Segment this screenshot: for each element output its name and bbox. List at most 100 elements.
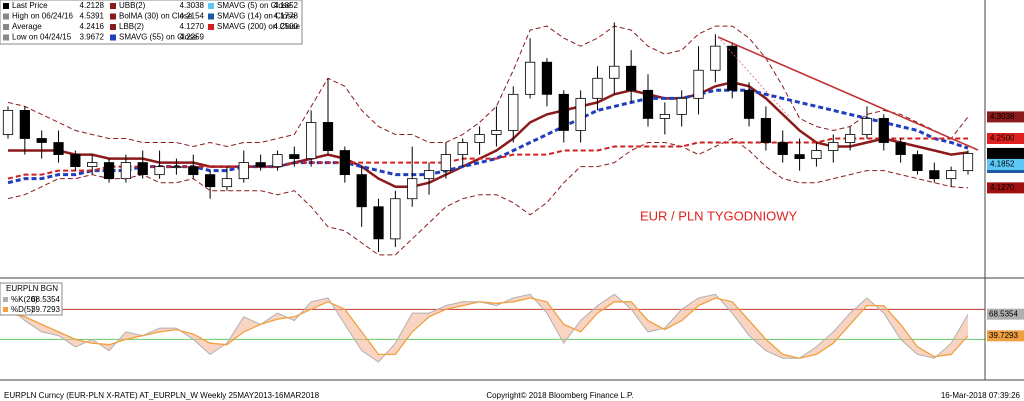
legend-name: LBB(2) xyxy=(119,22,144,31)
candle-body xyxy=(204,174,216,188)
legend-name: UBB(2) xyxy=(119,1,146,10)
price-flag-label: 4.2500 xyxy=(990,134,1015,143)
legend-name: BolMA (30) on Close xyxy=(119,12,193,21)
osc-title: EURPLN BGN xyxy=(6,284,58,293)
candle-body xyxy=(861,118,873,135)
legend-name: Average xyxy=(12,22,42,31)
candle-body xyxy=(794,154,805,159)
candle-body xyxy=(693,69,704,99)
legend-value: 4.2416 xyxy=(80,22,105,31)
legend-value: 4.1270 xyxy=(180,22,205,31)
osc-flag xyxy=(987,330,1024,342)
candle-body xyxy=(103,162,115,180)
legend-box xyxy=(0,0,303,45)
candle-body xyxy=(255,162,266,168)
candle-body xyxy=(727,45,738,91)
legend-swatch xyxy=(208,24,214,30)
candle-body xyxy=(272,154,283,168)
candle-body xyxy=(844,134,856,143)
ma-line xyxy=(7,25,969,148)
candle-body xyxy=(524,61,536,95)
candle-body xyxy=(895,142,906,155)
footer-right: 16-Mar-2018 07:39:26 xyxy=(941,391,1021,400)
candle-body xyxy=(642,89,654,119)
candle-body xyxy=(457,142,468,155)
candle-body xyxy=(626,65,637,91)
legend-swatch xyxy=(3,3,9,9)
candle-body xyxy=(474,134,485,143)
candle-body xyxy=(575,97,586,131)
price-flag-label: 4.3038 xyxy=(990,112,1015,121)
legend-swatch xyxy=(110,24,116,30)
legend-swatch xyxy=(3,24,9,30)
legend-name: SMAVG (5) on Close xyxy=(217,1,292,10)
osc-line xyxy=(7,293,969,363)
candle-body xyxy=(407,178,418,200)
candle-body xyxy=(221,178,233,188)
candle-body xyxy=(828,142,839,151)
candle-body xyxy=(912,154,923,172)
legend-value: 4.1778 xyxy=(274,12,299,21)
legend-name: SMAVG (55) on Close xyxy=(119,33,198,42)
candle-body xyxy=(440,154,452,172)
candle-body xyxy=(2,109,14,135)
candle-body xyxy=(87,162,98,168)
candle-body xyxy=(238,162,249,180)
candle-body xyxy=(171,166,182,169)
legend-value: 4.5391 xyxy=(80,12,105,21)
legend-value: 39.7293 xyxy=(31,305,60,314)
ma-line xyxy=(8,81,969,188)
legend-box xyxy=(0,282,63,316)
candle-body xyxy=(289,154,300,159)
candle-body xyxy=(592,77,603,99)
candle-body xyxy=(154,166,165,176)
legend-value: 4.1852 xyxy=(274,1,299,10)
legend-value: 3.9672 xyxy=(80,33,105,42)
osc-flag-label: 68.5354 xyxy=(989,309,1018,318)
candle-body xyxy=(423,170,435,180)
ma-line xyxy=(7,137,968,180)
legend-name: Low on 04/24/15 xyxy=(12,33,72,42)
candle-body xyxy=(508,93,519,131)
candle-body xyxy=(558,93,569,131)
candle-body xyxy=(491,130,502,135)
annotation: EUR / PLN TYGODNIOWY xyxy=(640,208,798,223)
legend-swatch xyxy=(3,13,9,20)
legend-name: %D(5) xyxy=(11,305,34,314)
candle-body xyxy=(188,166,199,176)
legend-name: Last Price xyxy=(12,1,48,10)
trend-line xyxy=(717,36,979,151)
price-flag-label: 4.1270 xyxy=(990,183,1015,192)
osc-flag-label: 39.7293 xyxy=(989,331,1018,340)
candle-body xyxy=(743,89,755,119)
legend-name: SMAVG (14) on Close xyxy=(217,12,296,21)
legend-value: 4.3038 xyxy=(180,1,205,10)
candle-body xyxy=(929,170,940,180)
candle-body xyxy=(676,97,687,115)
candle-body xyxy=(53,142,64,155)
legend-value: 4.2154 xyxy=(180,12,205,21)
legend-swatch xyxy=(208,13,214,20)
legend-swatch xyxy=(110,13,116,20)
candle-body xyxy=(322,122,334,151)
price-flag-label: 4.1852 xyxy=(990,160,1015,169)
ma-line xyxy=(7,137,969,256)
legend-name: %K(20) xyxy=(11,295,38,304)
legend-value: 4.2500 xyxy=(274,22,299,31)
footer-left: EURPLN Curncy (EUR-PLN X-RATE) AT_EURPLN… xyxy=(4,391,320,400)
candle-body xyxy=(373,206,384,240)
price-flag-label: 4.2128 xyxy=(990,149,1015,158)
legend-swatch xyxy=(110,3,116,9)
candle-body xyxy=(137,162,148,176)
legend-value: 4.2128 xyxy=(80,1,105,10)
legend-swatch xyxy=(3,297,8,302)
candle-body xyxy=(777,142,788,155)
legend-swatch xyxy=(110,34,116,41)
candle-body xyxy=(760,118,772,143)
candle-body xyxy=(811,150,822,159)
candle-body xyxy=(878,118,889,143)
legend-value: 68.5354 xyxy=(31,295,60,304)
candle-body xyxy=(962,153,974,172)
